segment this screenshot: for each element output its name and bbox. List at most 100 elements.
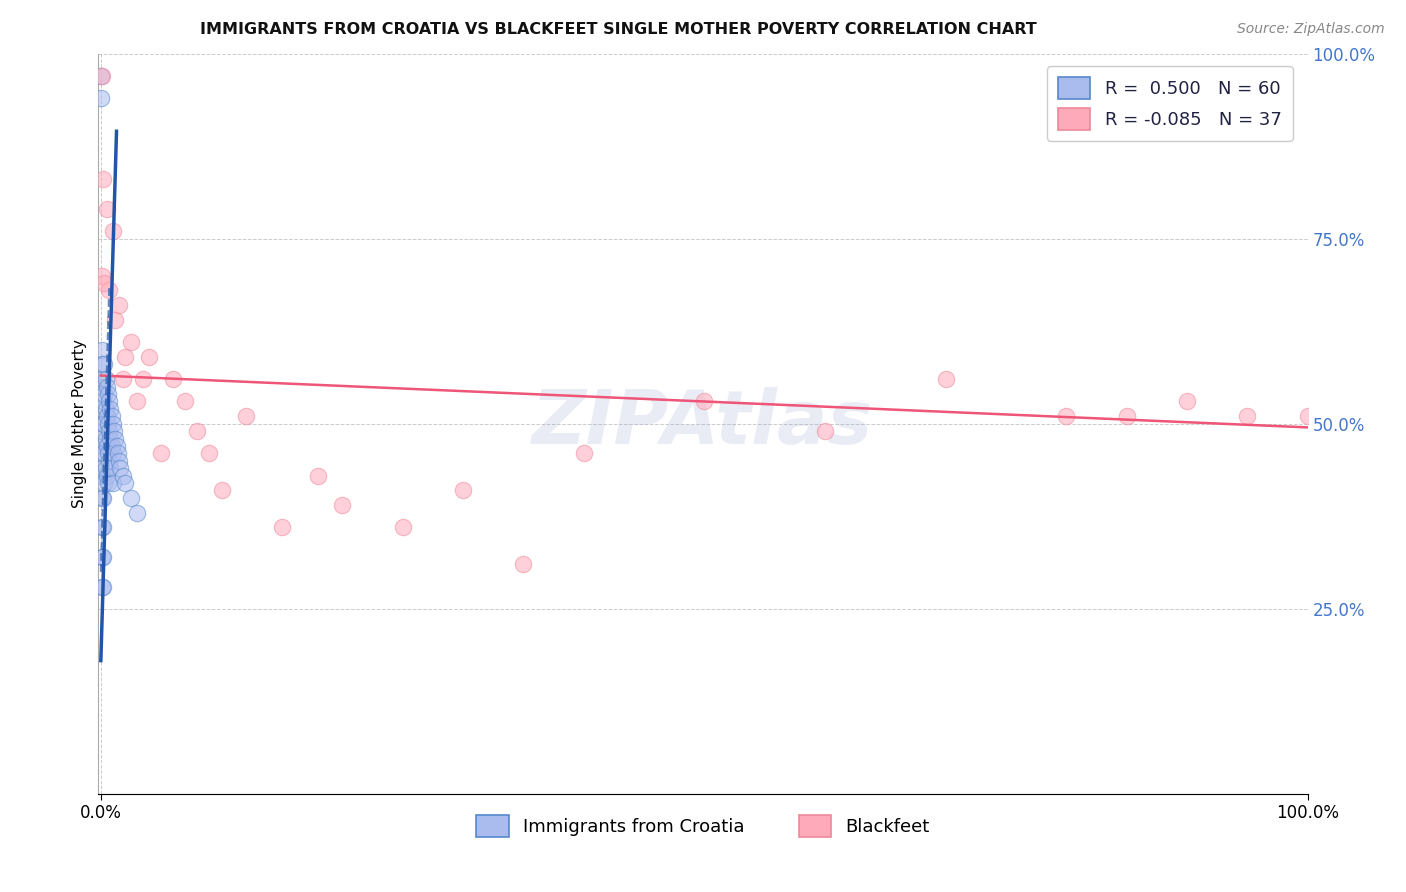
Point	[101, 224, 124, 238]
Point	[105, 439, 128, 453]
Point	[91, 491, 114, 505]
Text: ZIPAtlas: ZIPAtlas	[533, 387, 873, 460]
Point	[94, 432, 117, 446]
Point	[1115, 409, 1137, 424]
Point	[211, 483, 233, 498]
Point	[97, 417, 120, 431]
Point	[108, 298, 131, 312]
Point	[98, 453, 121, 467]
Point	[91, 380, 114, 394]
Point	[108, 461, 131, 475]
Point	[104, 432, 127, 446]
Point	[91, 468, 114, 483]
Point	[94, 401, 117, 416]
Point	[101, 475, 124, 490]
Point	[100, 409, 122, 424]
Point	[98, 394, 121, 409]
Point	[451, 483, 474, 498]
Point	[91, 520, 114, 534]
Point	[174, 394, 197, 409]
Point	[96, 202, 118, 216]
Point	[91, 69, 114, 83]
Point	[101, 417, 124, 431]
Point	[814, 424, 837, 438]
Point	[91, 549, 114, 564]
Point	[1236, 409, 1258, 424]
Point	[93, 417, 115, 431]
Point	[235, 409, 257, 424]
Text: IMMIGRANTS FROM CROATIA VS BLACKFEET SINGLE MOTHER POVERTY CORRELATION CHART: IMMIGRANTS FROM CROATIA VS BLACKFEET SIN…	[200, 22, 1038, 37]
Point	[90, 69, 112, 83]
Point	[91, 446, 114, 460]
Point	[100, 439, 122, 453]
Point	[100, 432, 122, 446]
Legend: Immigrants from Croatia, Blackfeet: Immigrants from Croatia, Blackfeet	[468, 807, 938, 844]
Point	[100, 461, 122, 475]
Point	[935, 372, 957, 386]
Point	[93, 387, 115, 401]
Y-axis label: Single Mother Poverty: Single Mother Poverty	[72, 339, 87, 508]
Point	[120, 335, 142, 350]
Point	[114, 475, 136, 490]
Point	[125, 394, 148, 409]
Point	[91, 401, 114, 416]
Point	[120, 491, 142, 505]
Point	[693, 394, 716, 409]
Point	[391, 520, 413, 534]
Point	[97, 446, 120, 460]
Point	[94, 372, 117, 386]
Point	[572, 446, 595, 460]
Point	[1296, 409, 1319, 424]
Point	[104, 313, 127, 327]
Point	[96, 439, 118, 453]
Point	[96, 380, 118, 394]
Point	[98, 284, 121, 298]
Point	[138, 350, 160, 364]
Point	[107, 446, 129, 460]
Point	[186, 424, 208, 438]
Point	[162, 372, 184, 386]
Point	[93, 276, 115, 290]
Point	[198, 446, 221, 460]
Point	[1054, 409, 1077, 424]
Point	[91, 394, 114, 409]
Point	[96, 468, 118, 483]
Point	[93, 358, 115, 372]
Point	[101, 446, 124, 460]
Point	[93, 475, 115, 490]
Point	[91, 549, 114, 564]
Point	[91, 417, 114, 431]
Point	[512, 558, 534, 572]
Point	[91, 439, 114, 453]
Point	[132, 372, 155, 386]
Point	[91, 358, 114, 372]
Point	[307, 468, 329, 483]
Point	[96, 409, 118, 424]
Text: Source: ZipAtlas.com: Source: ZipAtlas.com	[1237, 22, 1385, 37]
Point	[125, 506, 148, 520]
Point	[108, 453, 131, 467]
Point	[94, 461, 117, 475]
Point	[98, 424, 121, 438]
Point	[91, 461, 114, 475]
Point	[91, 343, 114, 357]
Point	[150, 446, 173, 460]
Point	[114, 350, 136, 364]
Point	[270, 520, 292, 534]
Point	[97, 387, 120, 401]
Point	[111, 468, 134, 483]
Point	[100, 401, 122, 416]
Point	[111, 372, 134, 386]
Point	[1175, 394, 1198, 409]
Point	[91, 520, 114, 534]
Point	[90, 91, 112, 105]
Point	[93, 446, 115, 460]
Point	[103, 424, 125, 438]
Point	[91, 372, 114, 386]
Point	[91, 424, 114, 438]
Point	[97, 475, 120, 490]
Point	[91, 580, 114, 594]
Point	[330, 498, 353, 512]
Point	[91, 580, 114, 594]
Point	[91, 172, 114, 186]
